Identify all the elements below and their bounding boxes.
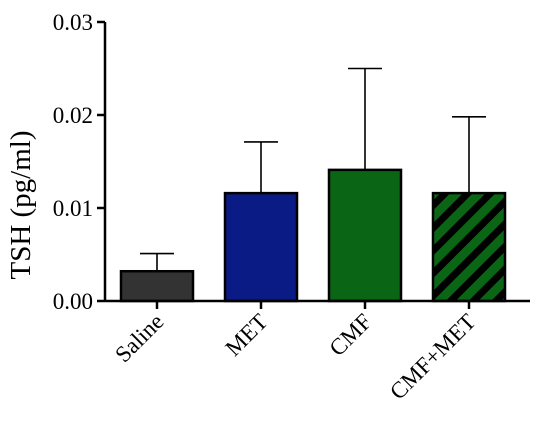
error-bars-layer <box>140 67 486 272</box>
x-tick-label: CMF+MET <box>385 309 481 405</box>
x-tick-label: Saline <box>110 309 168 367</box>
error-bar <box>140 252 174 272</box>
bar-saline <box>119 269 195 303</box>
error-bar <box>452 116 486 194</box>
y-tick-label: 0.02 <box>53 103 93 128</box>
x-tick-label: MET <box>221 309 273 361</box>
bar-cmf-met <box>431 191 507 303</box>
y-tick-label: 0.00 <box>53 289 93 314</box>
y-tick-label: 0.03 <box>53 10 93 35</box>
axes-layer <box>97 20 530 309</box>
bar-cmf <box>327 168 403 303</box>
bar-met <box>223 191 299 303</box>
error-bar <box>348 67 382 170</box>
x-tick-label: CMF <box>324 309 376 361</box>
y-axis-title: TSH (pg/ml) <box>5 130 37 279</box>
bars-layer <box>119 168 507 303</box>
error-bar <box>244 141 278 194</box>
y-tick-label: 0.01 <box>53 196 93 221</box>
